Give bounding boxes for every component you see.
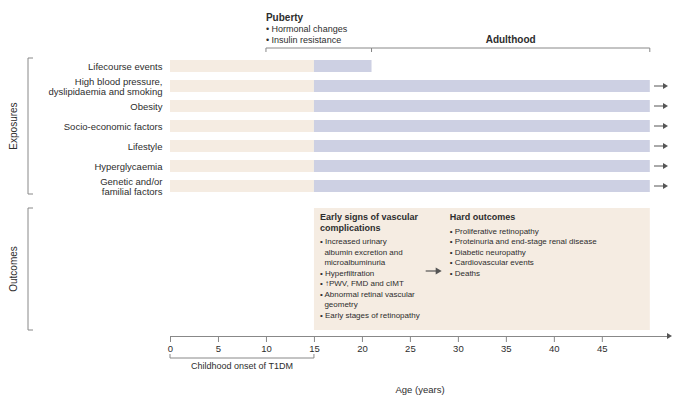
svg-text:Socio-economic factors: Socio-economic factors xyxy=(64,121,163,132)
svg-text:• Early stages of retinopathy: • Early stages of retinopathy xyxy=(320,311,420,320)
svg-text:25: 25 xyxy=(405,343,416,354)
svg-text:High blood pressure,dyslipidae: High blood pressure,dyslipidaemia and sm… xyxy=(48,76,162,98)
svg-text:• Cardiovascular events: • Cardiovascular events xyxy=(450,258,534,267)
svg-text:5: 5 xyxy=(216,343,221,354)
svg-text:• Proteinuria and end-stage re: • Proteinuria and end-stage renal diseas… xyxy=(450,237,597,246)
svg-text:30: 30 xyxy=(453,343,464,354)
svg-text:• Abnormal retinal vascular: • Abnormal retinal vascular xyxy=(320,290,415,299)
svg-text:• Diabetic neuropathy: • Diabetic neuropathy xyxy=(450,248,526,257)
svg-text:albumin excretion and: albumin excretion and xyxy=(320,248,403,257)
svg-text:Lifecourse events: Lifecourse events xyxy=(88,61,163,72)
svg-text:complications: complications xyxy=(320,223,381,233)
svg-text:0: 0 xyxy=(168,343,173,354)
svg-text:Hard outcomes: Hard outcomes xyxy=(450,212,516,222)
svg-text:Genetic and/orfamilial factors: Genetic and/orfamilial factors xyxy=(100,176,163,198)
svg-text:Outcomes: Outcomes xyxy=(8,246,19,292)
svg-text:Childhood onset of T1DM: Childhood onset of T1DM xyxy=(191,361,293,371)
svg-text:Age (years): Age (years) xyxy=(395,384,444,395)
svg-text:Obesity: Obesity xyxy=(130,101,162,112)
svg-text:• Hyperfiltration: • Hyperfiltration xyxy=(320,269,374,278)
svg-text:15: 15 xyxy=(309,343,320,354)
svg-text:Lifestyle: Lifestyle xyxy=(128,141,163,152)
svg-text:40: 40 xyxy=(549,343,560,354)
svg-text:• Deaths: • Deaths xyxy=(450,269,480,278)
svg-text:Exposures: Exposures xyxy=(8,102,19,149)
svg-text:• Hormonal changes: • Hormonal changes xyxy=(266,24,348,34)
svg-text:• ↑PWV, FMD and cIMT: • ↑PWV, FMD and cIMT xyxy=(320,279,404,288)
svg-text:10: 10 xyxy=(261,343,272,354)
svg-text:Early signs of vascular: Early signs of vascular xyxy=(320,212,419,222)
svg-text:Adulthood: Adulthood xyxy=(486,34,536,45)
svg-text:geometry: geometry xyxy=(320,300,358,309)
svg-text:35: 35 xyxy=(501,343,512,354)
svg-text:Puberty: Puberty xyxy=(266,12,304,23)
svg-text:• Insulin resistance: • Insulin resistance xyxy=(266,35,341,45)
svg-text:20: 20 xyxy=(357,343,368,354)
svg-text:• Increased urinary: • Increased urinary xyxy=(320,237,387,246)
svg-text:Hyperglycaemia: Hyperglycaemia xyxy=(94,161,163,172)
svg-text:microalbuminuria: microalbuminuria xyxy=(320,258,386,267)
svg-text:45: 45 xyxy=(597,343,608,354)
svg-text:• Proliferative retinopathy: • Proliferative retinopathy xyxy=(450,227,539,236)
